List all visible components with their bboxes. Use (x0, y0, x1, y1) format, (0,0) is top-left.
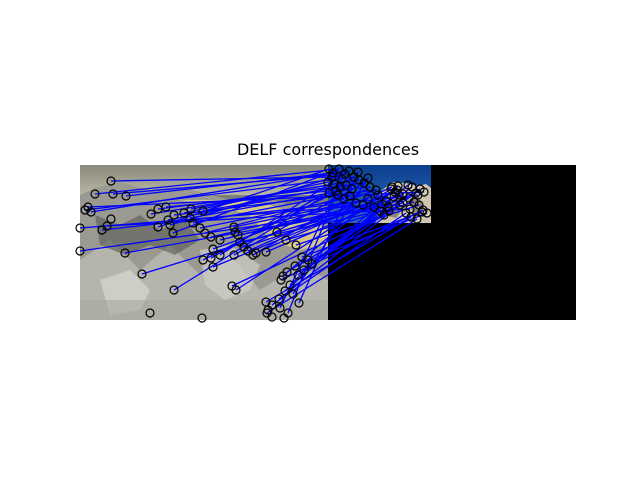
left-keypoint (75, 246, 85, 256)
left-keypoint (231, 285, 241, 295)
right-keypoint (405, 204, 415, 214)
left-keypoint (229, 250, 239, 260)
left-keypoint (86, 207, 96, 217)
left-keypoint (272, 227, 282, 237)
left-keypoint (248, 250, 258, 260)
right-keypoint (419, 187, 429, 197)
left-keypoint (299, 265, 309, 275)
left-keypoint (121, 191, 131, 201)
right-keypoint (344, 166, 354, 176)
left-keypoint (185, 213, 195, 223)
left-keypoint (290, 261, 300, 271)
left-keypoint (168, 228, 178, 238)
right-keypoint (358, 200, 368, 210)
right-keypoint (331, 186, 341, 196)
left-keypoint (208, 262, 218, 272)
left-keypoint (229, 222, 239, 232)
left-keypoint (198, 255, 208, 265)
right-keypoint (334, 164, 344, 174)
left-keypoint (285, 280, 295, 290)
left-keypoint (230, 227, 240, 237)
left-keypoint (97, 225, 107, 235)
left-keypoint (80, 205, 90, 215)
right-keypoint (371, 185, 381, 195)
right-keypoint (398, 198, 408, 208)
right-keypoint (379, 210, 389, 220)
right-keypoint (353, 167, 363, 177)
right-keypoint (363, 173, 373, 183)
correspondence-line (190, 183, 335, 210)
left-keypoints (75, 176, 317, 323)
left-keypoint (108, 189, 118, 199)
left-keypoint (215, 235, 225, 245)
left-keypoint (263, 305, 273, 315)
right-keypoint (422, 208, 432, 218)
left-keypoint (75, 223, 85, 233)
correspondence-line (172, 168, 340, 234)
left-keypoint (291, 240, 301, 250)
correspondence-line (90, 172, 334, 213)
correspondence-line (212, 191, 396, 268)
figure-title: DELF correspondences (236, 140, 420, 159)
left-keypoint (198, 206, 208, 216)
correspondence-line (94, 168, 340, 195)
left-keypoint (278, 271, 288, 281)
left-keypoint (215, 250, 225, 260)
left-keypoint (83, 202, 93, 212)
right-keypoint (373, 190, 383, 200)
left-keypoint (165, 220, 175, 230)
right-keypoint (412, 214, 422, 224)
left-keypoint (280, 286, 290, 296)
correspondence-line (210, 176, 355, 259)
correspondence-line (252, 186, 371, 256)
left-keypoint (179, 208, 189, 218)
right-keypoint (383, 202, 393, 212)
left-keypoint (293, 270, 303, 280)
right-keypoints (323, 164, 432, 224)
left-keypoint (294, 298, 304, 308)
left-keypoint (188, 218, 198, 228)
left-keypoint (274, 294, 284, 304)
left-keypoint (307, 259, 317, 269)
correspondence-line (233, 198, 369, 228)
left-keypoint (161, 202, 171, 212)
left-keypoint (169, 285, 179, 295)
left-keypoint (208, 244, 218, 254)
black-padding-right (431, 165, 576, 320)
left-keypoint (195, 223, 205, 233)
left-keypoint (288, 289, 298, 299)
left-keypoint (267, 312, 277, 322)
right-keypoint (403, 180, 413, 190)
left-keypoint (261, 247, 271, 257)
correspondence-line (287, 178, 343, 314)
left-keypoint (146, 209, 156, 219)
left-keypoint (106, 214, 116, 224)
right-keypoint (394, 190, 404, 200)
left-keypoint (120, 248, 130, 258)
left-keypoint (197, 313, 207, 323)
left-keypoint (169, 210, 179, 220)
right-keypoint (409, 197, 419, 207)
right-keypoint (345, 191, 355, 201)
left-keypoint (137, 269, 147, 279)
left-keypoint (279, 313, 289, 323)
left-keypoint (145, 308, 155, 318)
correspondence-line (204, 195, 351, 234)
correspondence-line (295, 204, 420, 246)
right-keypoint (327, 172, 337, 182)
left-keypoint (106, 176, 116, 186)
left-keypoint (163, 215, 173, 225)
right-keypoint (389, 192, 399, 202)
left-keypoint (275, 303, 285, 313)
right-keypoint (363, 194, 373, 204)
left-keypoint (186, 204, 196, 214)
correspondence-line (169, 173, 346, 226)
left-keypoint (206, 232, 216, 242)
left-keypoint (90, 189, 100, 199)
right-keypoint (337, 174, 347, 184)
left-keypoint (281, 235, 291, 245)
left-keypoint (153, 222, 163, 232)
correspondence-line (280, 209, 424, 281)
